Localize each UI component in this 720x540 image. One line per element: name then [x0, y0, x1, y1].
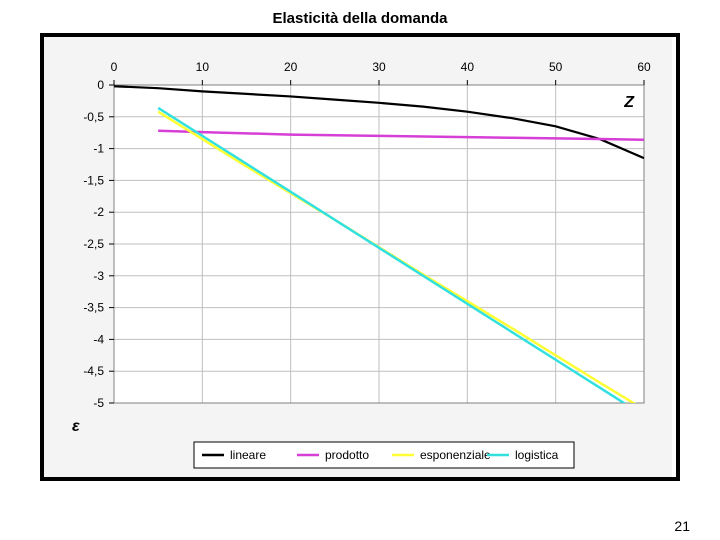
page-number: 21: [674, 518, 690, 534]
y-tick-label: -1,5: [83, 173, 104, 187]
legend-label: esponenziale: [420, 448, 491, 462]
x-tick-label: 20: [284, 60, 298, 74]
y-tick-label: -4: [93, 332, 104, 346]
x-tick-label: 60: [637, 60, 651, 74]
legend-label: prodotto: [325, 448, 369, 462]
x-tick-label: 50: [549, 60, 563, 74]
x-tick-label: 10: [196, 60, 210, 74]
x-axis-label: Z: [623, 94, 635, 111]
y-tick-label: -3: [93, 269, 104, 283]
y-tick-label: 0: [97, 78, 104, 92]
y-tick-label: -3,5: [83, 301, 104, 315]
y-tick-label: -4,5: [83, 364, 104, 378]
x-tick-label: 0: [111, 60, 118, 74]
y-tick-label: -1: [93, 142, 104, 156]
y-tick-label: -5: [93, 396, 104, 410]
page-title: Elasticità della domanda: [0, 0, 720, 33]
chart-container: 0 10 20 30 40 50 60 0 -0,5 -1 -1,5 -2 -2,5 -3 -3,5 -4 -4…: [40, 33, 680, 481]
y-axis-label: ε: [72, 418, 80, 435]
legend-label: lineare: [230, 448, 266, 462]
elasticity-chart: 0 10 20 30 40 50 60 0 -0,5 -1 -1,5 -2 -2,5 -3 -3,5 -4 -4…: [44, 37, 672, 477]
y-tick-label: -2,5: [83, 237, 104, 251]
legend-label: logistica: [515, 448, 559, 462]
x-tick-label: 40: [461, 60, 475, 74]
y-tick-label: -0,5: [83, 110, 104, 124]
y-tick-label: -2: [93, 205, 104, 219]
x-tick-label: 30: [372, 60, 386, 74]
